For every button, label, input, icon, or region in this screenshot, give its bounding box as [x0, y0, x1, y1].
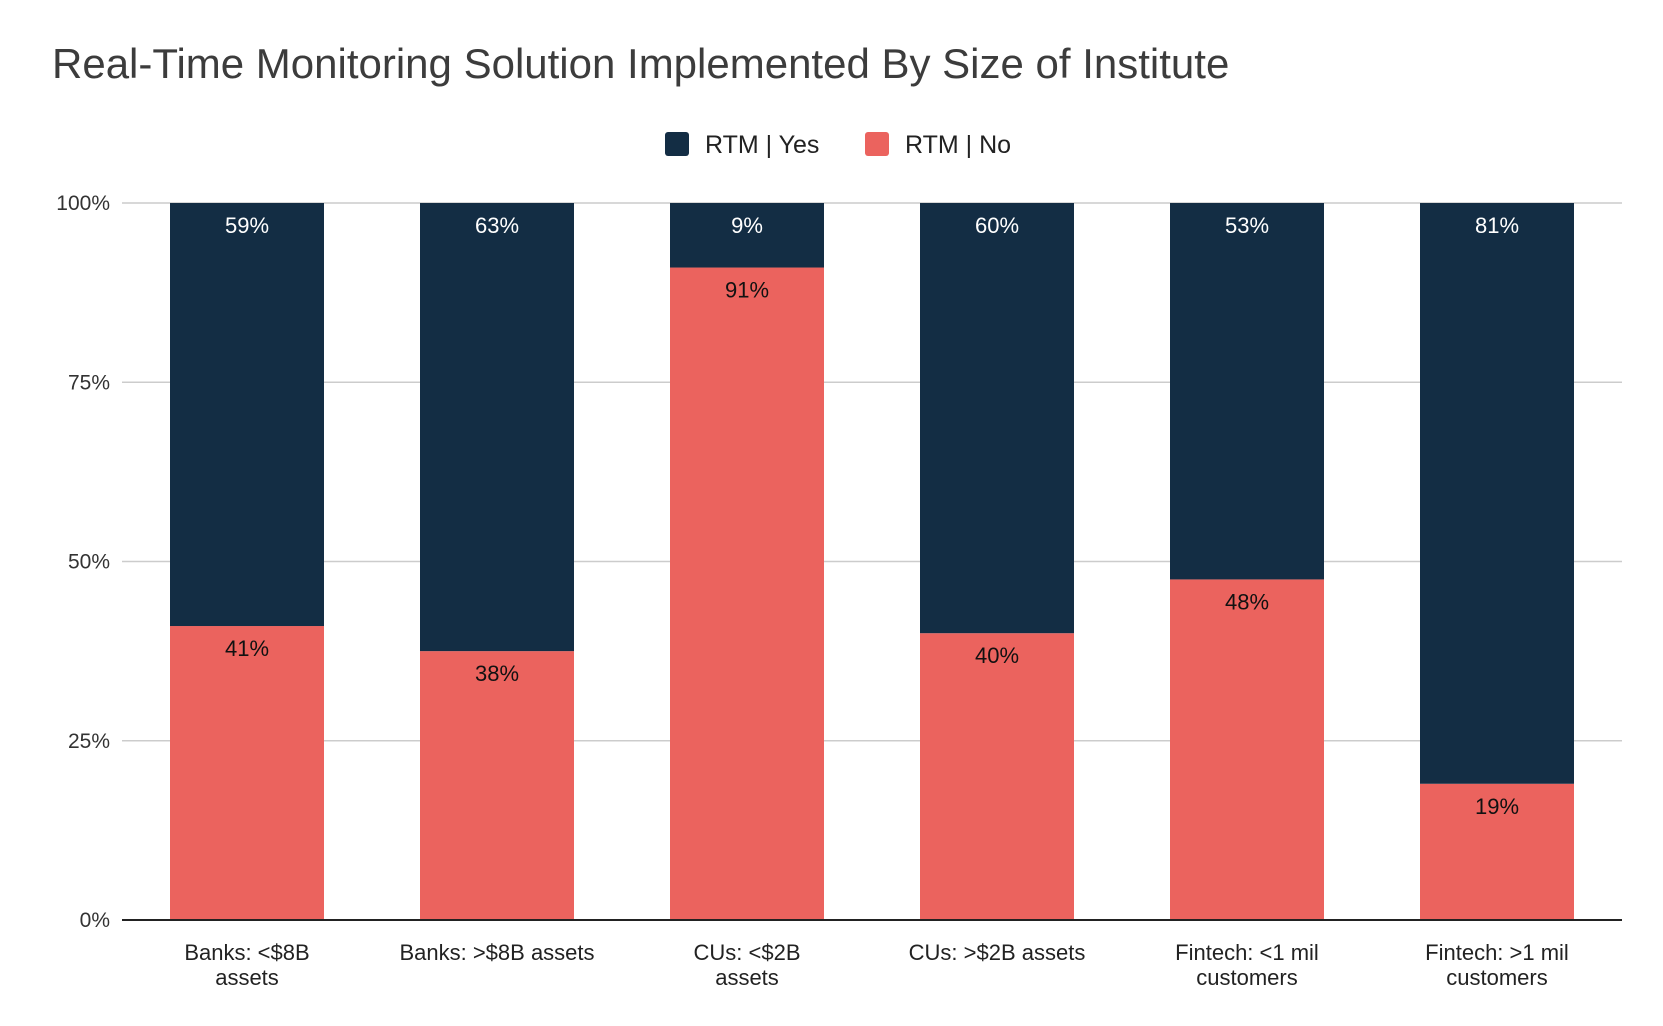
legend-swatch	[865, 132, 889, 156]
x-category-label-line: Fintech: <1 mil	[1175, 940, 1319, 965]
x-category-label-line: Banks: <$8B	[184, 940, 309, 965]
bar-segment	[670, 267, 824, 920]
legend: RTM | Yes RTM | No	[665, 131, 1011, 159]
y-tick-label: 100%	[56, 192, 110, 215]
x-category-label-line: CUs: <$2B	[694, 940, 801, 965]
x-category-label-line: Banks: >$8B assets	[399, 940, 594, 965]
data-label: 41%	[225, 636, 269, 661]
data-label: 9%	[731, 213, 763, 238]
bar-segment	[920, 633, 1074, 920]
bar-segment	[1170, 203, 1324, 580]
data-label: 40%	[975, 643, 1019, 668]
legend-label: RTM | No	[905, 131, 1011, 159]
x-category-label-line: assets	[715, 965, 779, 990]
bars: 41% 59% 38% 63% 91% 9% 40% 60% 48% 53% 19% 81%	[170, 203, 1574, 920]
legend-swatch	[665, 132, 689, 156]
y-tick-label: 50%	[68, 551, 110, 574]
x-category-label: Banks: <$8B assets	[184, 940, 309, 990]
bar-segment	[1170, 579, 1324, 920]
data-label: 19%	[1475, 794, 1519, 819]
data-label: 81%	[1475, 213, 1519, 238]
x-category-label: Fintech: <1 mil customers	[1175, 940, 1319, 990]
y-tick-label: 75%	[68, 371, 110, 394]
data-label: 59%	[225, 213, 269, 238]
x-category-label-line: CUs: >$2B assets	[909, 940, 1086, 965]
bar-segment	[420, 203, 574, 652]
data-label: 60%	[975, 213, 1019, 238]
data-label: 48%	[1225, 589, 1269, 614]
x-category-label-line: Fintech: >1 mil	[1425, 940, 1569, 965]
x-category-label: CUs: >$2B assets	[909, 940, 1086, 965]
chart-title: Real-Time Monitoring Solution Implemente…	[52, 40, 1230, 87]
data-label: 91%	[725, 278, 769, 303]
data-label: 38%	[475, 661, 519, 686]
x-category-label: CUs: <$2B assets	[694, 940, 801, 990]
gridlines	[122, 202, 1622, 742]
x-category-label: Banks: >$8B assets	[399, 940, 594, 965]
x-category-label: Fintech: >1 mil customers	[1425, 940, 1569, 990]
bar-segment	[170, 626, 324, 920]
x-category-label-line: customers	[1446, 965, 1547, 990]
bar-segment	[920, 203, 1074, 634]
x-category-label-line: customers	[1196, 965, 1297, 990]
bar-segment	[670, 203, 824, 268]
bar-segment	[420, 651, 574, 920]
bar-segment	[1420, 203, 1574, 784]
y-tick-label: 25%	[68, 730, 110, 753]
y-tick-label: 0%	[80, 909, 110, 932]
x-category-label-line: assets	[215, 965, 279, 990]
legend-label: RTM | Yes	[705, 131, 819, 159]
data-label: 53%	[1225, 213, 1269, 238]
bar-segment	[1420, 783, 1574, 920]
data-label: 63%	[475, 213, 519, 238]
bar-segment	[170, 203, 324, 627]
